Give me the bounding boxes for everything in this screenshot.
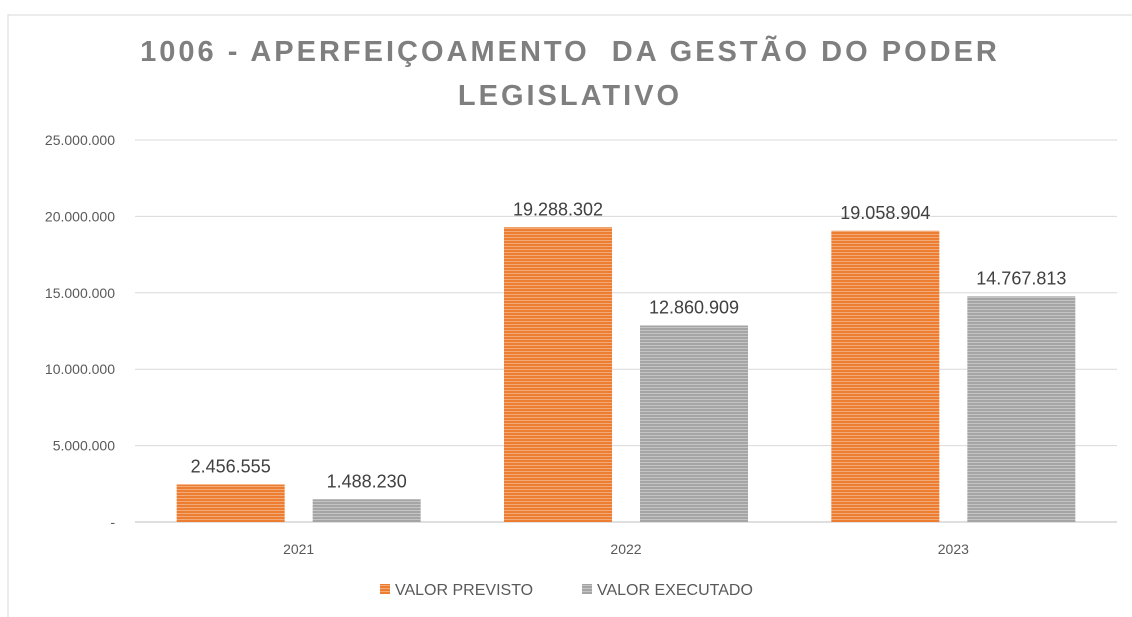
x-tick-label: 2021 [283,541,314,557]
x-tick-label: 2022 [610,541,641,557]
data-label: 19.288.302 [513,199,603,219]
chart-title: 1006 - APERFEIÇOAMENTO DA GESTÃO DO PODE… [140,36,1011,112]
bar [504,227,612,522]
legend-swatch [380,584,390,594]
data-label: 1.488.230 [327,471,407,491]
data-label: 2.456.555 [191,456,271,476]
y-tick-label: 25.000.000 [45,132,115,148]
y-tick-label: 15.000.000 [45,285,115,301]
bar [312,499,421,522]
bar [967,296,1076,522]
y-tick-label: 20.000.000 [45,208,115,224]
chart-border [7,14,1132,617]
legend-label: VALOR PREVISTO [395,582,533,599]
legend-label: VALOR EXECUTADO [597,582,753,599]
data-label: 14.767.813 [976,268,1066,288]
y-tick-label: 5.000.000 [53,438,115,454]
data-label: 19.058.904 [840,203,930,223]
y-tick-label: - [110,514,115,530]
legend-swatch [582,584,592,594]
bar [831,230,940,522]
data-label: 12.860.909 [649,297,739,317]
x-tick-label: 2023 [938,541,969,557]
y-tick-label: 10.000.000 [45,361,115,377]
bar [640,325,748,522]
bar [176,484,285,522]
